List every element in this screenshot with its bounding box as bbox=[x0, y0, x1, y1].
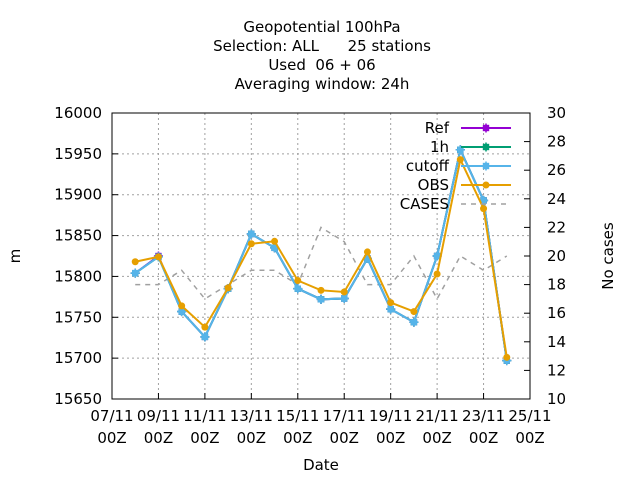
series-obs-point bbox=[410, 308, 418, 316]
series-obs-point bbox=[363, 248, 371, 256]
y2-tick-label: 22 bbox=[547, 218, 566, 236]
chart-title-line: Averaging window: 24h bbox=[235, 75, 410, 93]
x-tick-label: 00Z bbox=[376, 429, 405, 447]
y2-tick-label: 26 bbox=[547, 161, 566, 179]
x-tick-label: 19/11 bbox=[369, 407, 412, 425]
legend-obs-label: OBS bbox=[418, 176, 449, 194]
plot-frame bbox=[111, 112, 531, 400]
series-obs-point bbox=[503, 353, 511, 361]
series-cutoff-line bbox=[134, 146, 508, 361]
y2-tick-label: 16 bbox=[547, 304, 566, 322]
series-1h-line bbox=[134, 146, 508, 361]
legend-cases-label: CASES bbox=[400, 195, 449, 213]
x-tick-label: 00Z bbox=[283, 429, 312, 447]
series-obs-point bbox=[456, 156, 464, 164]
x-tick-label: 21/11 bbox=[415, 407, 458, 425]
x-tick-label: 11/11 bbox=[183, 407, 226, 425]
series-cases-line bbox=[135, 226, 508, 301]
axis-ticks: 15650 15700 15750 15800 15850 15900 15950 16000… bbox=[54, 104, 566, 447]
series-obs-point bbox=[387, 299, 395, 307]
x-tick-label: 07/11 bbox=[90, 407, 133, 425]
x-tick-label: 17/11 bbox=[323, 407, 366, 425]
series-obs-point bbox=[317, 286, 325, 294]
x-tick-label: 00Z bbox=[469, 429, 498, 447]
y-tick-label: 15850 bbox=[54, 227, 102, 245]
x-tick-label: 23/11 bbox=[462, 407, 505, 425]
y-tick-label: 15950 bbox=[54, 145, 102, 163]
y2-tick-label: 30 bbox=[547, 104, 566, 122]
x-tick-label: 00Z bbox=[144, 429, 173, 447]
series-obs-point bbox=[131, 258, 139, 266]
y2-tick-label: 18 bbox=[547, 276, 566, 294]
x-tick-label: 00Z bbox=[330, 429, 359, 447]
series-obs-point bbox=[480, 205, 488, 213]
series-obs-point bbox=[433, 270, 441, 278]
series-obs-point bbox=[224, 284, 232, 292]
y2-tick-label: 12 bbox=[547, 361, 566, 379]
series-obs-point bbox=[294, 277, 302, 285]
series-cases bbox=[135, 226, 508, 301]
y-tick-label: 15800 bbox=[54, 267, 102, 285]
series-obs-point bbox=[201, 323, 209, 331]
x-tick-label: 00Z bbox=[97, 429, 126, 447]
legend-obs-marker bbox=[482, 181, 490, 189]
legend-cutoff-label: cutoff bbox=[406, 157, 450, 175]
y-axis-label: m bbox=[6, 249, 24, 264]
y2-tick-label: 10 bbox=[547, 390, 566, 408]
series-obs-point bbox=[271, 237, 279, 245]
y-tick-label: 15650 bbox=[54, 390, 102, 408]
y-tick-label: 15900 bbox=[54, 186, 102, 204]
y-tick-label: 16000 bbox=[54, 104, 102, 122]
series-obs-point bbox=[340, 288, 348, 296]
y2-tick-label: 20 bbox=[547, 247, 566, 265]
series-obs-point bbox=[154, 253, 162, 261]
x-tick-label: 00Z bbox=[190, 429, 219, 447]
legend-1h-label: 1h bbox=[430, 138, 449, 156]
x-tick-label: 09/11 bbox=[137, 407, 180, 425]
y-tick-label: 15750 bbox=[54, 308, 102, 326]
chart-title-line: Selection: ALL 25 stations bbox=[213, 37, 431, 55]
series-ref-line bbox=[134, 146, 508, 361]
x-tick-label: 15/11 bbox=[276, 407, 319, 425]
x-tick-label: 00Z bbox=[515, 429, 544, 447]
series-group bbox=[130, 145, 512, 366]
legend-ref-label: Ref bbox=[425, 119, 450, 137]
series-obs bbox=[131, 156, 511, 361]
y2-tick-label: 14 bbox=[547, 333, 566, 351]
y-tick-label: 15700 bbox=[54, 349, 102, 367]
x-axis-label: Date bbox=[303, 456, 339, 474]
chart-title-line: Used 06 + 06 bbox=[268, 56, 375, 74]
x-tick-label: 00Z bbox=[237, 429, 266, 447]
grid bbox=[112, 113, 530, 399]
y2-tick-label: 24 bbox=[547, 190, 566, 208]
series-obs-point bbox=[247, 240, 255, 248]
x-tick-label: 13/11 bbox=[230, 407, 273, 425]
y2-axis-label: No cases bbox=[599, 222, 617, 290]
series-cutoff bbox=[130, 145, 512, 366]
y2-tick-label: 28 bbox=[547, 133, 566, 151]
series-obs-point bbox=[178, 302, 186, 310]
x-tick-label: 00Z bbox=[422, 429, 451, 447]
chart-title-line: Geopotential 100hPa bbox=[243, 18, 400, 36]
x-tick-label: 25/11 bbox=[508, 407, 551, 425]
